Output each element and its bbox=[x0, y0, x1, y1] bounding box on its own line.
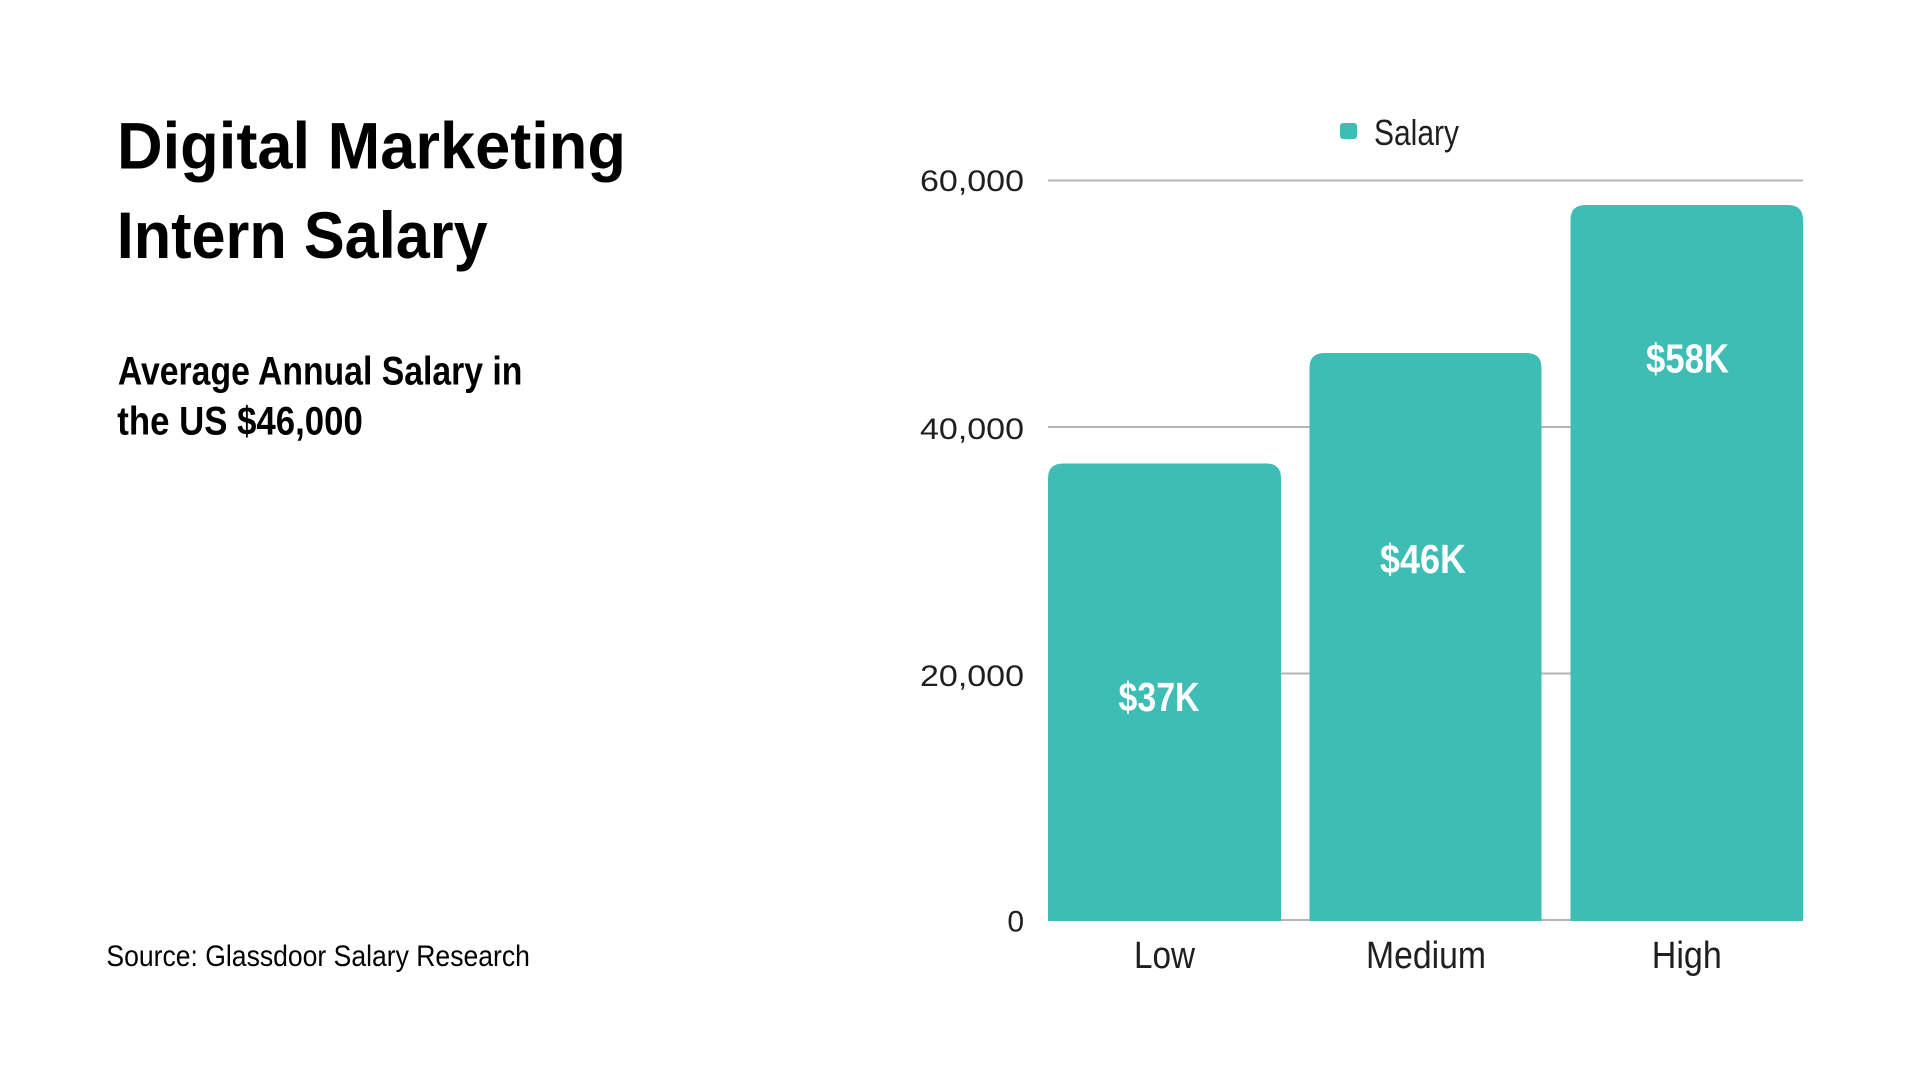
svg-text:60,000: 60,000 bbox=[920, 165, 1024, 198]
svg-text:Average Annual Salary in: Average Annual Salary in bbox=[118, 349, 523, 393]
svg-text:Source: Glassdoor Salary Resea: Source: Glassdoor Salary Research bbox=[106, 940, 530, 973]
svg-text:$37K: $37K bbox=[1119, 674, 1200, 720]
svg-text:$46K: $46K bbox=[1380, 536, 1466, 582]
svg-text:High: High bbox=[1652, 935, 1722, 977]
svg-text:Intern Salary: Intern Salary bbox=[117, 198, 488, 272]
svg-text:40,000: 40,000 bbox=[920, 413, 1024, 446]
svg-text:20,000: 20,000 bbox=[920, 660, 1024, 693]
svg-text:Salary: Salary bbox=[1374, 112, 1459, 153]
svg-text:Medium: Medium bbox=[1366, 935, 1486, 977]
svg-text:Low: Low bbox=[1134, 935, 1195, 977]
svg-text:0: 0 bbox=[1007, 906, 1024, 939]
svg-text:Digital Marketing: Digital Marketing bbox=[117, 108, 626, 182]
svg-text:the US $46,000: the US $46,000 bbox=[117, 399, 362, 443]
svg-text:$58K: $58K bbox=[1646, 336, 1729, 382]
